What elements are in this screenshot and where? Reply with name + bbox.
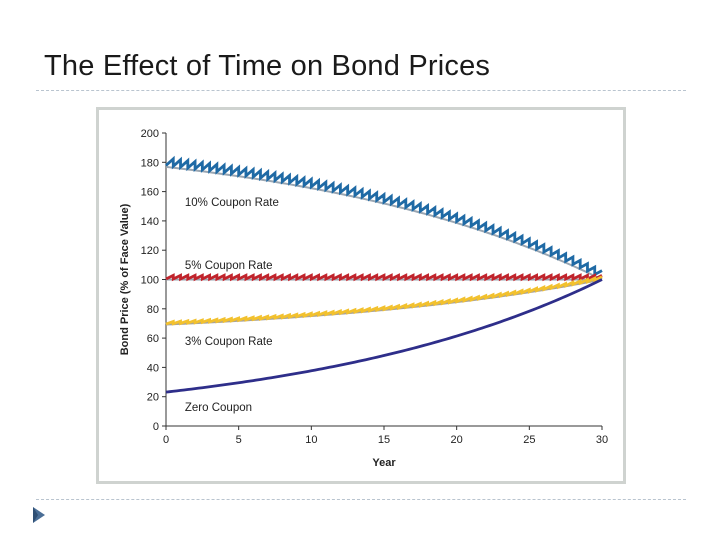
y-tick-label: 160 — [141, 187, 159, 199]
slide-title: The Effect of Time on Bond Prices — [44, 50, 491, 82]
y-tick-label: 40 — [147, 362, 159, 374]
y-tick-label: 100 — [141, 275, 159, 287]
series-label: 10% Coupon Rate — [185, 197, 279, 209]
y-tick-label: 200 — [141, 128, 159, 140]
x-axis-title: Year — [372, 457, 396, 469]
chart-axes: 0 20 40 60 80 100 120 140 160 180 200 0 5 10 15 20 25 30 Y… — [119, 128, 608, 469]
y-tick-label: 180 — [141, 157, 159, 169]
series-line — [165, 275, 603, 326]
y-tick-label: 140 — [141, 216, 159, 228]
slide-nav-arrow-icon[interactable] — [32, 506, 46, 524]
x-tick-label: 10 — [305, 434, 317, 446]
series-labels: 10% Coupon Rate 5% Coupon Rate 3% Coupon R… — [185, 197, 279, 414]
y-axis-title: Bond Price (% of Face Value) — [119, 203, 131, 355]
series-label: 5% Coupon Rate — [185, 260, 273, 272]
title-divider — [36, 90, 686, 91]
series-line — [165, 155, 603, 277]
x-tick-label: 30 — [596, 434, 608, 446]
footer-divider — [36, 499, 686, 500]
series-line — [165, 278, 603, 394]
x-tick-label: 20 — [451, 434, 463, 446]
y-tick-label: 60 — [147, 333, 159, 345]
x-tick-label: 0 — [163, 434, 169, 446]
series-lines — [165, 155, 603, 394]
x-tick-label: 5 — [236, 434, 242, 446]
bond-price-chart: 0 20 40 60 80 100 120 140 160 180 200 0 5 10 15 20 25 30 Y… — [119, 128, 608, 469]
series-label: 3% Coupon Rate — [185, 336, 273, 348]
series-label: Zero Coupon — [185, 402, 252, 414]
series-line — [165, 273, 603, 282]
x-tick-label: 15 — [378, 434, 390, 446]
x-tick-label: 25 — [523, 434, 535, 446]
chart-panel: 0 20 40 60 80 100 120 140 160 180 200 0 5 10 15 20 25 30 Y… — [96, 107, 626, 484]
y-tick-label: 20 — [147, 392, 159, 404]
y-tick-label: 120 — [141, 245, 159, 257]
y-tick-label: 0 — [153, 421, 159, 433]
y-tick-label: 80 — [147, 304, 159, 316]
